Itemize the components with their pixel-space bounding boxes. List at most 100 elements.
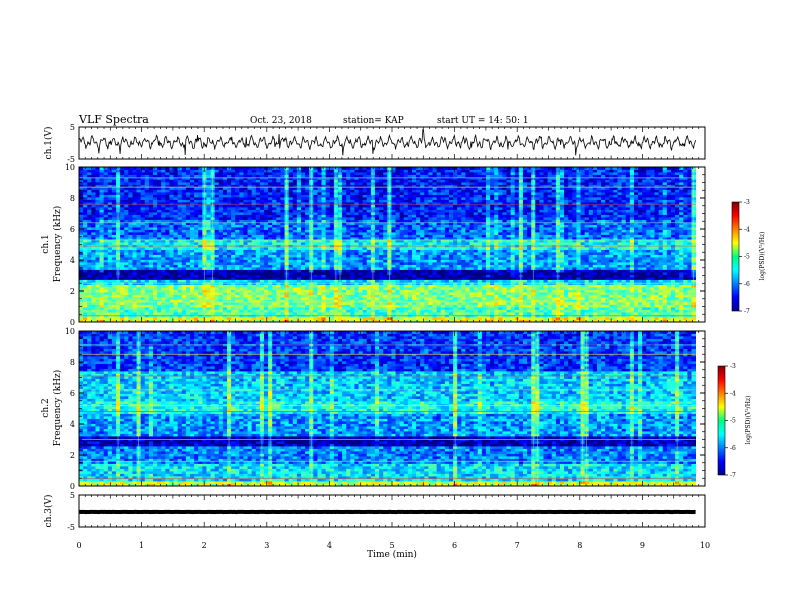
spectrogram-cell [354, 307, 359, 310]
spectrogram-cell [679, 259, 684, 263]
spectrogram-cell [259, 257, 265, 260]
spectrogram-cell [120, 254, 125, 258]
spectrogram-cell [601, 272, 606, 275]
spectrogram-cell [494, 259, 499, 263]
spectrogram-cell [654, 259, 660, 263]
spectrogram-cell [601, 307, 606, 310]
spectrogram-cell [670, 284, 676, 288]
spectrogram-cell [235, 264, 240, 268]
spectrogram-cell [658, 239, 664, 243]
spectrogram-cell [416, 269, 421, 273]
spectrogram-cell [177, 294, 183, 298]
spectrogram-cell [169, 312, 174, 315]
spectrogram-cell [206, 304, 211, 308]
spectrogram-cell [675, 317, 680, 320]
spectrogram-cell [148, 319, 154, 323]
spectrogram-cell [391, 262, 396, 265]
spectrogram-cell [572, 249, 577, 253]
spectrogram-cell [132, 317, 137, 320]
spectrogram-cell [173, 274, 179, 278]
spectrogram-cell [477, 264, 483, 268]
spectrogram-cell [453, 302, 458, 305]
spectrogram-cell [687, 307, 692, 310]
spectrogram-cell [313, 257, 318, 260]
spectrogram-cell [247, 274, 253, 278]
spectrogram-cell [292, 317, 298, 320]
spectrogram-cell [79, 309, 84, 313]
spectrogram-cell [658, 272, 664, 275]
spectrogram-cell [617, 267, 623, 270]
spectrogram-cell [321, 252, 327, 255]
spectrogram-cell [662, 307, 668, 310]
spectrogram-cell [391, 289, 396, 293]
spectrogram-cell [161, 272, 166, 275]
spectrogram-cell [292, 254, 298, 258]
spectrogram-cell [181, 237, 187, 240]
spectrogram-cell [411, 242, 417, 245]
spectrogram-cell [247, 279, 253, 283]
spectrogram-cell [564, 304, 569, 308]
spectrogram-cell [296, 252, 302, 255]
spectrogram-cell [107, 284, 113, 288]
spectrogram-cell [222, 242, 228, 245]
spectrogram-cell [272, 267, 277, 270]
spectrogram-cell [572, 297, 577, 300]
spectrogram-cell [292, 294, 298, 298]
spectrogram-cell [83, 247, 88, 250]
spectrogram-cell [609, 309, 614, 313]
spectrogram-cell [243, 284, 248, 288]
spectrogram-cell [469, 287, 475, 290]
spectrogram-cell [642, 274, 647, 278]
spectrogram-cell [189, 312, 195, 315]
spectrogram-cell [222, 277, 228, 280]
spectrogram-cell [514, 239, 520, 243]
spectrogram-cell [535, 317, 540, 320]
spectrogram-cell [625, 307, 631, 310]
spectrogram-cell [666, 319, 672, 323]
spectrogram-cell [494, 274, 499, 278]
spectrogram-cell [280, 259, 285, 263]
spectrogram-cell [231, 259, 236, 263]
spectrogram-cell [296, 267, 302, 270]
spectrogram-cell [514, 287, 520, 290]
spectrogram-cell [502, 299, 507, 303]
spectrogram-cell [148, 274, 154, 278]
spectrogram-cell [514, 272, 520, 275]
spectrogram-cell [144, 317, 150, 320]
spectrogram-cell [103, 254, 109, 258]
spectrogram-cell [473, 262, 479, 265]
spectrogram-cell [662, 304, 668, 308]
spectrogram-cell [609, 289, 614, 293]
spectrogram-cell [124, 284, 129, 288]
spectrogram-cell [358, 267, 364, 270]
spectrogram-cell [416, 262, 421, 265]
spectrogram-cell [83, 269, 88, 273]
spectrogram-cell [329, 249, 335, 253]
spectrogram-cell [79, 302, 84, 305]
spectrogram-cell [473, 264, 479, 268]
spectrogram-cell [374, 284, 380, 288]
spectrogram-cell [107, 267, 113, 270]
spectrogram-cell [99, 272, 105, 275]
spectrogram-cell [87, 294, 92, 298]
spectrogram-cell [420, 309, 425, 313]
spectrogram-cell [448, 312, 454, 315]
spectrogram-cell [300, 249, 306, 253]
spectrogram-cell [658, 284, 664, 288]
spectrogram-cell [625, 294, 631, 298]
spectrogram-cell [457, 304, 462, 308]
spectrogram-cell [457, 267, 462, 270]
spectrogram-cell [161, 257, 166, 260]
spectrogram-cell [346, 304, 351, 308]
spectrogram-cell [568, 259, 573, 263]
spectrogram-cell [633, 267, 639, 270]
spectrogram-cell [91, 264, 96, 268]
spectrogram-cell [535, 309, 540, 313]
spectrogram-cell [83, 309, 88, 313]
spectrogram-cell [683, 289, 688, 293]
spectrogram-cell [679, 319, 684, 323]
spectrogram-cell [576, 302, 581, 305]
spectrogram-cell [424, 312, 429, 315]
spectrogram-cell [120, 237, 125, 240]
spectrogram-cell [679, 247, 684, 250]
